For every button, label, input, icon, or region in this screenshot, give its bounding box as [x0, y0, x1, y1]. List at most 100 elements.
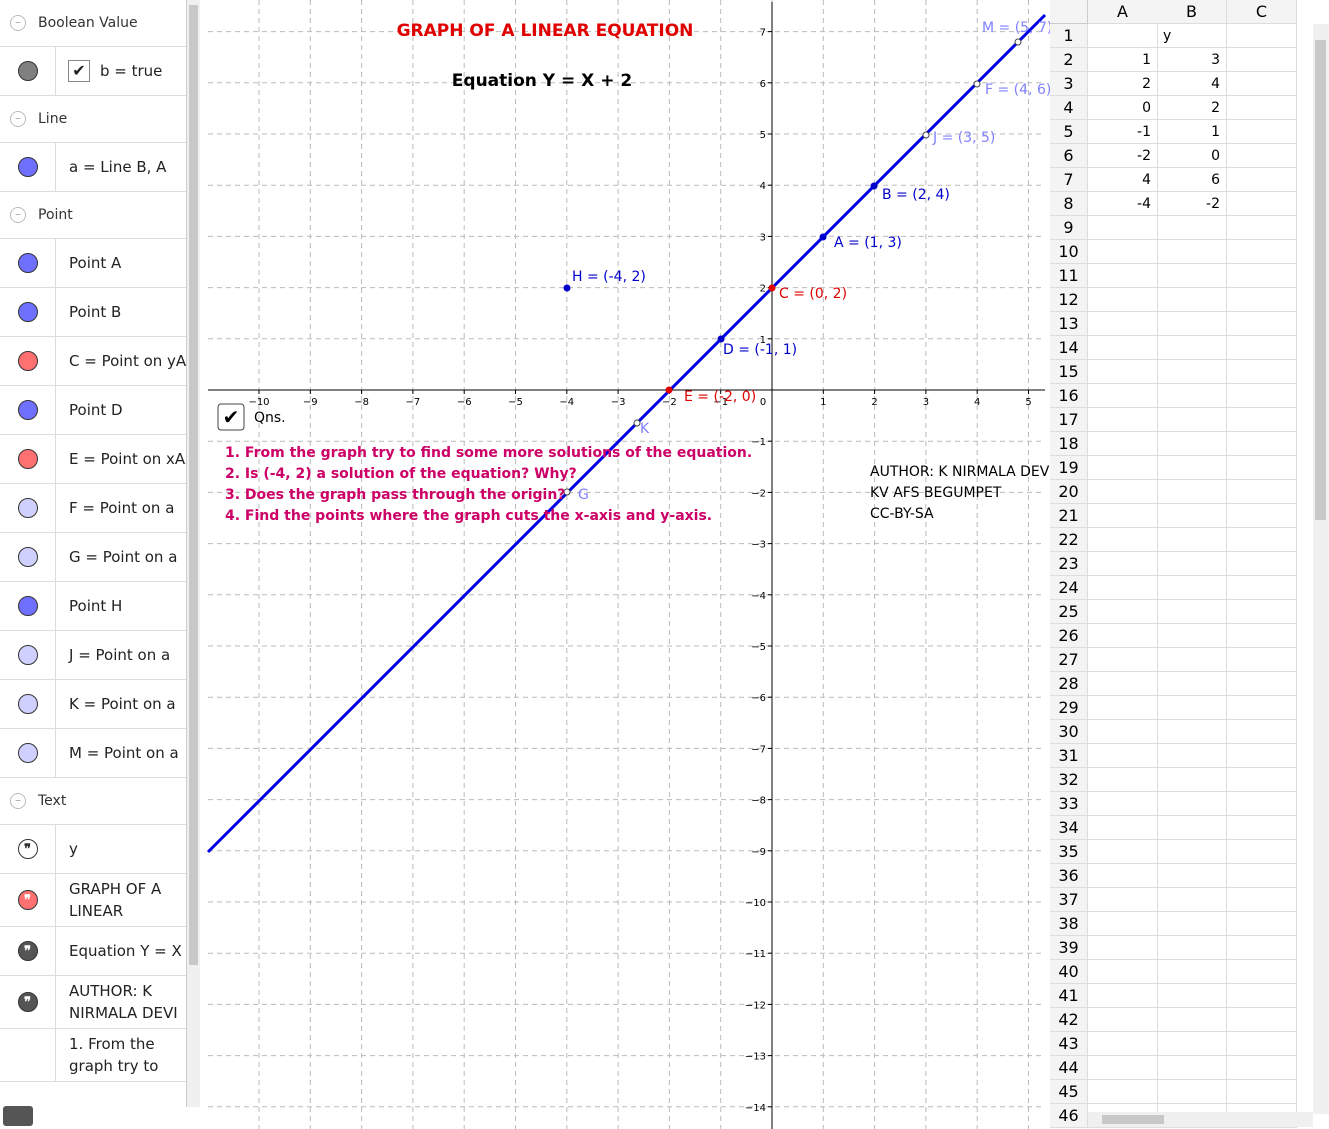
cell[interactable] — [1227, 816, 1297, 840]
cell[interactable] — [1088, 264, 1158, 288]
cell[interactable] — [1088, 408, 1158, 432]
cell[interactable] — [1157, 648, 1227, 672]
keyboard-button[interactable] — [3, 1106, 33, 1126]
algebra-item[interactable]: E = Point on xAxis — [0, 435, 186, 484]
cell[interactable] — [1088, 648, 1158, 672]
cell[interactable] — [1157, 936, 1227, 960]
algebra-item[interactable]: M = Point on a — [0, 729, 186, 778]
cell[interactable] — [1157, 264, 1227, 288]
visibility-dot[interactable] — [17, 253, 38, 273]
cell[interactable]: -1 — [1088, 120, 1158, 144]
cell[interactable] — [1088, 960, 1158, 984]
cell[interactable] — [1088, 288, 1158, 312]
cell[interactable] — [1227, 240, 1297, 264]
cell[interactable] — [1227, 672, 1297, 696]
cell[interactable] — [1157, 384, 1227, 408]
cell[interactable] — [1088, 672, 1158, 696]
cell[interactable]: 3 — [1157, 48, 1227, 72]
cell[interactable] — [1227, 120, 1297, 144]
cell[interactable] — [1227, 336, 1297, 360]
cell[interactable] — [1088, 528, 1158, 552]
cell[interactable] — [1157, 504, 1227, 528]
collapse-toggle[interactable]: – — [10, 793, 26, 809]
cell[interactable] — [1227, 144, 1297, 168]
cell[interactable] — [1227, 504, 1297, 528]
cell[interactable]: 0 — [1088, 96, 1158, 120]
cell[interactable] — [1088, 456, 1158, 480]
cell[interactable] — [1227, 648, 1297, 672]
cell[interactable] — [1157, 216, 1227, 240]
cell[interactable] — [1088, 384, 1158, 408]
cell[interactable] — [1088, 600, 1158, 624]
text-icon[interactable]: ❞ — [17, 941, 38, 961]
cell[interactable] — [1227, 696, 1297, 720]
cell[interactable] — [1227, 552, 1297, 576]
cell[interactable] — [1088, 816, 1158, 840]
cell[interactable] — [1227, 48, 1297, 72]
algebra-item[interactable]: ❞ Equation Y = X + 2 — [0, 927, 186, 976]
cell[interactable] — [1157, 432, 1227, 456]
scrollbar[interactable] — [187, 0, 200, 1107]
cell[interactable] — [1227, 768, 1297, 792]
v-scroll-thumb[interactable] — [1315, 40, 1326, 520]
cell[interactable] — [1227, 216, 1297, 240]
cell[interactable] — [1227, 624, 1297, 648]
checkbox[interactable]: ✔ — [68, 60, 90, 82]
cell[interactable] — [1157, 1080, 1227, 1104]
cell[interactable] — [1227, 96, 1297, 120]
cell[interactable] — [1157, 696, 1227, 720]
cell[interactable] — [1227, 1032, 1297, 1056]
cell[interactable]: y — [1157, 24, 1227, 48]
cell[interactable] — [1157, 600, 1227, 624]
algebra-item[interactable]: Point B — [0, 288, 186, 337]
cell[interactable] — [1088, 1032, 1158, 1056]
cell[interactable] — [1157, 456, 1227, 480]
cell[interactable] — [1088, 552, 1158, 576]
algebra-item[interactable]: C = Point on yAxis — [0, 337, 186, 386]
text-icon[interactable]: ❞ — [17, 890, 38, 910]
cell[interactable] — [1088, 576, 1158, 600]
cell[interactable] — [1088, 312, 1158, 336]
visibility-dot[interactable] — [17, 449, 38, 469]
cell[interactable] — [1227, 1080, 1297, 1104]
cell[interactable] — [1088, 336, 1158, 360]
cell[interactable]: 4 — [1088, 168, 1158, 192]
cell[interactable] — [1157, 768, 1227, 792]
cell[interactable] — [1088, 432, 1158, 456]
cell[interactable] — [1157, 528, 1227, 552]
algebra-item[interactable]: 1. From the graph try to find some more … — [0, 1029, 186, 1082]
visibility-dot[interactable] — [17, 351, 38, 371]
cell[interactable] — [1088, 504, 1158, 528]
cell[interactable]: 0 — [1157, 144, 1227, 168]
cell[interactable] — [1157, 888, 1227, 912]
cell[interactable]: 6 — [1157, 168, 1227, 192]
cell[interactable] — [1157, 840, 1227, 864]
algebra-item[interactable]: ✔ b = true — [0, 47, 186, 96]
text-icon[interactable]: ❞ — [17, 992, 38, 1012]
algebra-item[interactable]: K = Point on a — [0, 680, 186, 729]
cell[interactable] — [1157, 480, 1227, 504]
qns-checkbox[interactable] — [217, 403, 245, 431]
cell[interactable] — [1227, 864, 1297, 888]
cell[interactable] — [1157, 672, 1227, 696]
collapse-toggle[interactable]: – — [10, 15, 26, 31]
cell[interactable] — [1157, 624, 1227, 648]
cell[interactable] — [1157, 816, 1227, 840]
cell[interactable] — [1157, 744, 1227, 768]
cell[interactable] — [1227, 456, 1297, 480]
cell[interactable] — [1088, 360, 1158, 384]
algebra-item[interactable]: ❞ GRAPH OF A LINEAR EQUATION — [0, 874, 186, 927]
cell[interactable] — [1227, 528, 1297, 552]
cell[interactable] — [1088, 1056, 1158, 1080]
cell[interactable] — [1157, 288, 1227, 312]
cell[interactable] — [1227, 264, 1297, 288]
cell[interactable] — [1088, 720, 1158, 744]
cell[interactable] — [1088, 1008, 1158, 1032]
collapse-toggle[interactable]: – — [10, 111, 26, 127]
cell[interactable] — [1157, 864, 1227, 888]
cell[interactable] — [1088, 624, 1158, 648]
cell[interactable] — [1227, 168, 1297, 192]
cell[interactable] — [1088, 744, 1158, 768]
cell[interactable] — [1157, 360, 1227, 384]
visibility-dot[interactable] — [17, 302, 38, 322]
